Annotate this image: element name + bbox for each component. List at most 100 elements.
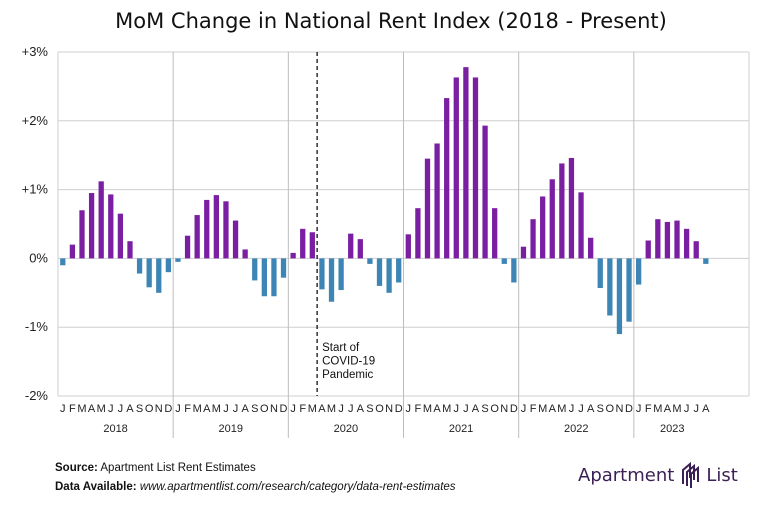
month-tick-label: N — [500, 403, 508, 415]
month-tick-label: A — [318, 403, 326, 415]
month-tick-label: S — [251, 403, 258, 415]
month-tick-label: M — [212, 403, 221, 415]
logo-mark-icon — [682, 462, 700, 488]
footer-data: Data Available: www.apartmentlist.com/re… — [55, 481, 456, 493]
year-tick-label: 2021 — [449, 423, 473, 435]
month-tick-label: N — [385, 403, 393, 415]
month-tick-label: J — [338, 403, 344, 415]
month-tick-label: F — [645, 403, 652, 415]
bar — [232, 220, 239, 259]
bar — [338, 258, 344, 291]
month-tick-label: M — [308, 403, 317, 415]
month-tick-label: O — [490, 403, 499, 415]
y-tick-label: -2% — [25, 388, 49, 403]
bar — [674, 220, 680, 259]
month-tick-label: J — [118, 403, 124, 415]
month-tick-label: M — [672, 403, 681, 415]
bar — [136, 258, 143, 274]
bar — [597, 258, 603, 288]
month-tick-label: J — [223, 403, 229, 415]
bar — [213, 195, 219, 259]
month-tick-label: J — [290, 403, 296, 415]
bar — [367, 258, 373, 264]
month-tick-label: F — [184, 403, 191, 415]
source-text: Apartment List Rent Estimates — [100, 462, 256, 474]
bar — [69, 244, 76, 259]
month-tick-label: D — [395, 403, 403, 415]
bar — [204, 199, 210, 259]
bar — [146, 258, 152, 288]
month-tick-label: F — [415, 403, 422, 415]
month-tick-label: J — [569, 403, 575, 415]
bar — [501, 258, 507, 264]
month-tick-label: S — [597, 403, 604, 415]
bar — [357, 239, 363, 259]
month-tick-label: J — [406, 403, 412, 415]
month-tick-label: N — [155, 403, 163, 415]
year-tick-label: 2020 — [334, 423, 358, 435]
bar — [319, 258, 325, 290]
month-tick-label: J — [693, 403, 699, 415]
bar — [261, 258, 267, 297]
bar — [511, 258, 517, 283]
data-url: www.apartmentlist.com/research/category/… — [139, 481, 456, 493]
bar — [194, 215, 200, 259]
month-tick-label: A — [203, 403, 211, 415]
bar — [693, 241, 699, 259]
year-tick-label: 2022 — [564, 423, 588, 435]
annotation-text: Pandemic — [322, 369, 373, 381]
bar — [549, 179, 555, 259]
bar — [588, 237, 594, 259]
month-tick-label: A — [357, 403, 365, 415]
month-tick-label: J — [454, 403, 460, 415]
month-tick-label: A — [549, 403, 557, 415]
bar — [453, 77, 459, 259]
grid — [57, 51, 750, 438]
source-label: Source: — [55, 462, 98, 474]
month-tick-label: N — [615, 403, 623, 415]
logo-text-right: List — [706, 464, 738, 486]
bar — [645, 240, 651, 259]
month-tick-label: J — [175, 403, 181, 415]
month-tick-label: M — [653, 403, 662, 415]
month-tick-label: M — [193, 403, 202, 415]
bar — [607, 258, 613, 316]
month-tick-label: J — [684, 403, 690, 415]
month-tick-label: F — [530, 403, 537, 415]
month-tick-label: O — [260, 403, 269, 415]
bar — [664, 221, 671, 259]
bar — [616, 258, 623, 335]
bar — [415, 208, 421, 259]
bar — [223, 201, 229, 259]
bar — [635, 258, 642, 285]
bar — [405, 234, 411, 259]
month-tick-label: M — [97, 403, 106, 415]
year-tick-label: 2018 — [103, 423, 127, 435]
y-tick-label: -1% — [25, 319, 49, 334]
data-available-label: Data Available: — [55, 481, 137, 493]
bar — [482, 125, 488, 259]
bar — [683, 228, 690, 259]
y-tick-label: +1% — [22, 182, 49, 197]
month-tick-label: F — [69, 403, 76, 415]
annotation-text: Start of — [322, 342, 360, 354]
y-tick-label: 0% — [29, 250, 48, 265]
bar — [376, 258, 383, 286]
month-tick-label: O — [145, 403, 154, 415]
bar — [434, 143, 440, 259]
month-tick-label: D — [280, 403, 288, 415]
y-tick-label: +3% — [22, 44, 49, 59]
y-axis-ticks: +3% +2% +1% 0% -1% -2% — [22, 44, 49, 403]
month-tick-label: A — [587, 403, 595, 415]
month-tick-label: O — [375, 403, 384, 415]
month-tick-label: S — [366, 403, 373, 415]
month-tick-label: J — [108, 403, 114, 415]
bar — [328, 258, 335, 302]
bar — [108, 194, 114, 259]
bar — [271, 258, 277, 297]
bar — [98, 181, 104, 259]
bar — [540, 196, 546, 259]
month-tick-label: A — [433, 403, 441, 415]
